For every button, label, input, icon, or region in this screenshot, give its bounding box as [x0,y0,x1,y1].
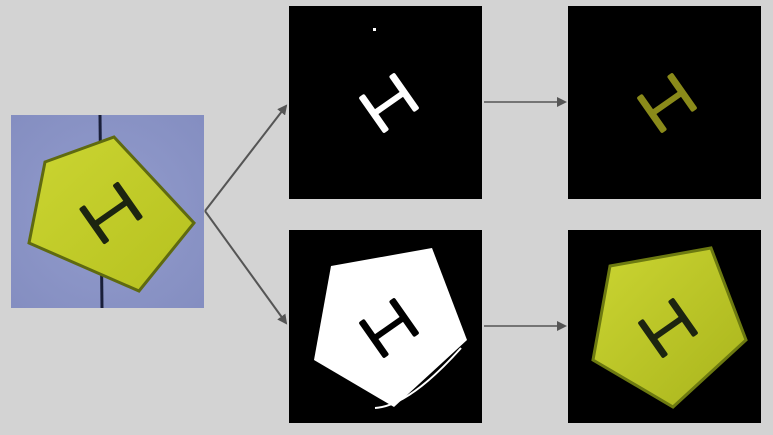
arrow-source-to-shape-mask [204,210,288,325]
arrow-source-to-letter-mask [204,104,288,212]
shape-result-panel [568,230,761,423]
source-image [11,115,204,308]
shape-mask-icon [289,230,482,423]
letter-mask-icon [289,6,482,199]
pentagon-target-with-letter-icon [11,115,204,308]
shape-mask-panel [289,230,482,423]
extracted-shape-icon [568,230,761,423]
extracted-letter-icon [568,6,761,199]
letter-mask-panel [289,6,482,199]
letter-result-panel [568,6,761,199]
